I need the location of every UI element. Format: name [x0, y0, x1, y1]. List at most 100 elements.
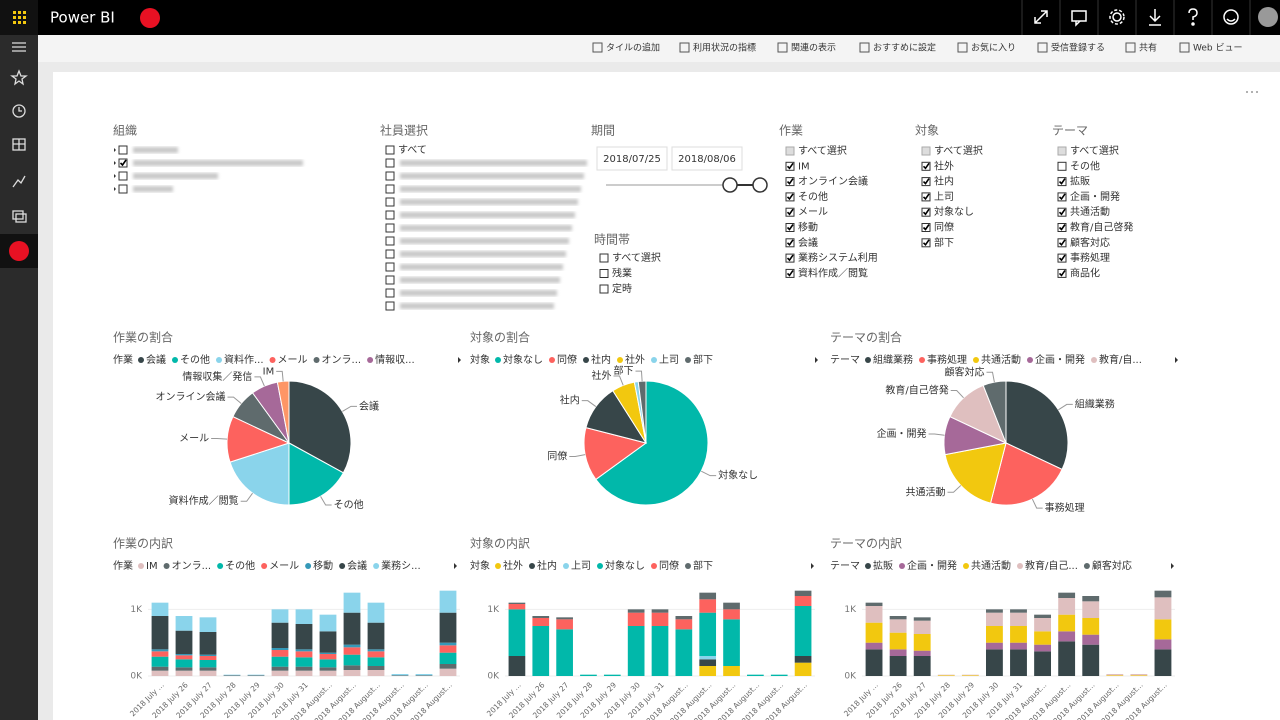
bar-segment — [175, 655, 193, 660]
checkbox[interactable] — [1057, 161, 1067, 171]
bar-segment — [1010, 612, 1027, 626]
blurred-text — [385, 171, 395, 181]
y-tick-label: 0K — [487, 672, 500, 682]
bar-segment — [913, 656, 931, 676]
bar-segment — [319, 631, 337, 653]
more-options[interactable] — [1246, 91, 1258, 93]
legend-marker — [261, 563, 268, 569]
toolbar-button[interactable]: おすすめに設定 — [873, 42, 936, 54]
checkbox[interactable] — [118, 145, 128, 155]
check-mark — [119, 159, 127, 167]
bar-segment — [271, 622, 289, 648]
legend-label: その他 — [180, 353, 210, 366]
legend-label: 移動 — [313, 559, 333, 572]
data-label: 顧客対応 — [945, 365, 985, 378]
legend-marker — [919, 357, 925, 363]
bar-segment — [1106, 674, 1124, 676]
bar-segment — [913, 620, 931, 634]
toolbar-button[interactable]: タイルの追加 — [606, 42, 660, 54]
checkbox[interactable] — [599, 284, 609, 294]
slicer-item: メール — [798, 207, 828, 218]
legend-marker — [138, 357, 144, 363]
legend-label: 社内 — [591, 353, 611, 366]
sidebar-icons[interactable] — [10, 42, 28, 223]
top-icons[interactable] — [1034, 8, 1239, 27]
leader-line — [1058, 403, 1073, 411]
leader-line — [254, 376, 265, 387]
slicer-item: 会議 — [798, 236, 818, 249]
legend-scroll[interactable] — [815, 357, 818, 363]
bar-segment — [367, 602, 385, 623]
leader-line — [701, 470, 717, 477]
bar-segment — [343, 654, 361, 666]
data-label: 共通活動 — [906, 485, 946, 498]
bar-segment — [295, 649, 313, 652]
data-label: 社内 — [560, 394, 580, 407]
legend-label: 拡販 — [873, 559, 893, 572]
blurred-text — [385, 275, 395, 285]
bar-segment — [223, 675, 241, 676]
toolbar-button[interactable]: Web ビュー — [1193, 43, 1242, 54]
workspace-badge[interactable] — [140, 8, 160, 28]
legend-scroll[interactable] — [1171, 563, 1174, 569]
bar-segment — [295, 657, 313, 667]
legend-label: 上司 — [571, 560, 591, 572]
toolbar-button[interactable]: 利用状況の指標 — [693, 42, 756, 54]
check-mark — [922, 224, 930, 231]
slider-handle[interactable] — [752, 177, 768, 193]
checkbox[interactable] — [385, 145, 395, 155]
bar-segment — [913, 634, 931, 651]
legend-marker — [865, 357, 871, 363]
legend-scroll[interactable] — [811, 563, 814, 569]
check-mark — [786, 239, 794, 247]
check-mark — [1058, 254, 1066, 262]
checkbox[interactable] — [599, 253, 609, 263]
leader-line — [1031, 498, 1043, 509]
blurred-text — [385, 288, 395, 298]
sidebar-workspace-badge[interactable] — [9, 241, 29, 261]
bar-segment — [556, 629, 573, 676]
toolbar-icon — [859, 42, 870, 53]
legend-marker — [597, 563, 603, 569]
legend-title: 作業 — [113, 559, 133, 572]
checkbox[interactable] — [1057, 146, 1067, 156]
checkbox[interactable] — [118, 171, 128, 181]
legend-marker — [865, 563, 871, 569]
legend-scroll[interactable] — [454, 563, 457, 569]
date-input[interactable] — [671, 146, 743, 171]
legend-scroll[interactable] — [458, 357, 461, 363]
bar-segment — [532, 616, 550, 618]
bar-segment — [319, 654, 337, 660]
bar-segment — [319, 667, 337, 671]
bar-segment — [319, 659, 337, 668]
toolbar-button[interactable]: 受信登録する — [1051, 42, 1105, 54]
bar-segment — [1082, 601, 1100, 618]
legend-label: その他 — [225, 559, 255, 572]
toolbar-button[interactable]: お気に入り — [971, 42, 1016, 54]
check-mark — [922, 162, 930, 170]
toolbar-button[interactable]: 共有 — [1139, 42, 1157, 54]
bar-segment — [1058, 614, 1076, 632]
slider-handle[interactable] — [722, 177, 738, 193]
check-mark — [1058, 208, 1066, 216]
toolbar-button[interactable]: 関連の表示 — [791, 42, 836, 54]
checkbox[interactable] — [118, 184, 128, 194]
bar-segment — [439, 590, 457, 613]
checkbox[interactable] — [599, 269, 609, 278]
legend-scroll[interactable] — [1175, 357, 1178, 363]
toolbar-icon — [1179, 42, 1190, 53]
toolbar-icon — [777, 42, 788, 53]
checkbox[interactable] — [921, 146, 931, 156]
bar-segment — [295, 609, 313, 624]
user-avatar[interactable] — [1258, 7, 1278, 27]
chart-title: テーマの内訳 — [830, 536, 902, 551]
bar-segment — [175, 670, 193, 676]
date-input[interactable] — [596, 146, 668, 171]
legend-marker — [1017, 563, 1023, 569]
bar-segment — [985, 612, 1003, 626]
checkbox[interactable] — [785, 146, 795, 156]
bar-segment — [175, 667, 193, 671]
slicer-item: 定時 — [612, 282, 632, 295]
bar-segment — [985, 642, 1003, 650]
bar-segment — [319, 670, 337, 676]
